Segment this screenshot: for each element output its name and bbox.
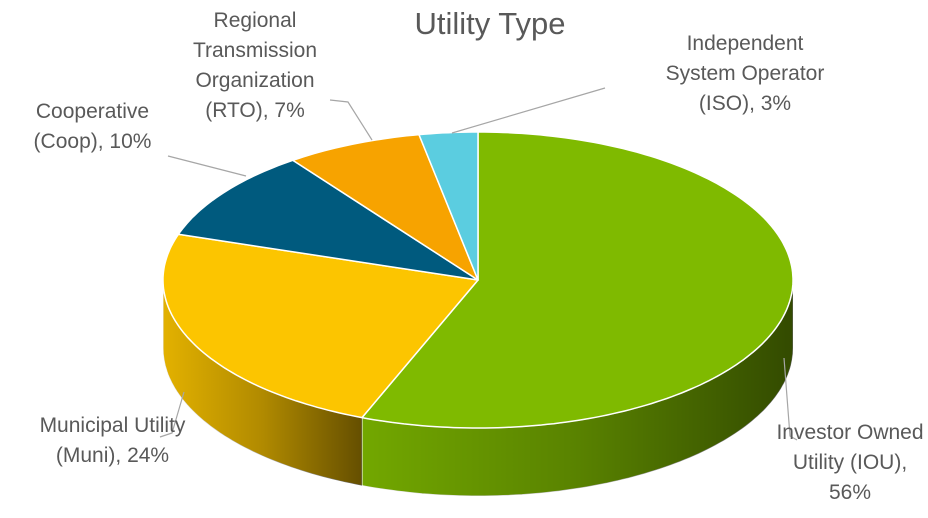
- slice: [177, 159, 479, 281]
- chart-title: Utility Type: [414, 6, 566, 41]
- leader-line: [329, 99, 373, 141]
- leader-line: [783, 357, 798, 441]
- slice: [292, 133, 479, 281]
- data-label: Municipal Utility (Muni), 24%: [39, 414, 186, 467]
- data-label: Investor Owned Utility (IOU), 56%: [776, 421, 924, 504]
- slice-side-shade: [362, 280, 793, 496]
- leader-line: [159, 391, 185, 438]
- slice: [418, 131, 479, 281]
- data-label: Cooperative (Coop), 10%: [33, 100, 152, 153]
- slice: [162, 233, 479, 419]
- leader-line: [167, 155, 247, 177]
- slice: [361, 131, 794, 429]
- leader-line: [451, 87, 606, 134]
- data-label: Regional Transmission Organization (RTO)…: [192, 9, 318, 122]
- slice-side-shade: [163, 280, 362, 486]
- data-label: Independent System Operator (ISO), 3%: [665, 32, 825, 115]
